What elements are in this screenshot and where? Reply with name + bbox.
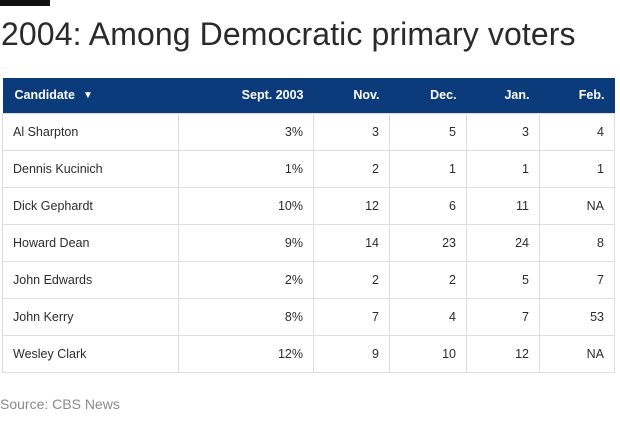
candidate-name-cell: John Edwards <box>2 260 179 299</box>
value-cell: 3 <box>313 112 390 151</box>
candidate-name-cell: John Kerry <box>2 297 179 336</box>
value-cell: 4 <box>389 297 467 336</box>
column-header-sept-2003[interactable]: Sept. 2003 <box>241 88 304 103</box>
value-cell: 10 <box>389 334 467 373</box>
value-cell: 7 <box>313 297 390 336</box>
value-cell: 5 <box>389 112 467 151</box>
table-header-row: Candidate ▼ Sept. 2003 Nov. Dec. Jan. Feb… <box>2 78 615 113</box>
value-cell: NA <box>539 334 615 373</box>
value-cell: 8 <box>539 223 615 262</box>
value-cell: 10% <box>178 186 314 225</box>
value-cell: 2% <box>178 260 314 299</box>
top-accent-bar <box>0 0 50 6</box>
candidate-name-cell: Wesley Clark <box>2 334 179 373</box>
source-note: Source: CBS News <box>0 396 120 412</box>
column-header-feb[interactable]: Feb. <box>578 88 605 103</box>
table-row: Al Sharpton 3% 3 5 3 4 <box>2 112 615 151</box>
value-cell: 5 <box>466 260 540 299</box>
value-cell: 4 <box>539 112 615 151</box>
value-cell: 2 <box>313 149 390 188</box>
value-cell: 12% <box>178 334 314 373</box>
sort-down-icon[interactable]: ▼ <box>82 90 93 102</box>
value-cell: 3 <box>466 112 540 151</box>
candidate-name-cell: Dick Gephardt <box>2 186 179 225</box>
table-row: Wesley Clark 12% 9 10 12 NA <box>2 334 615 373</box>
value-cell: 1 <box>389 149 467 188</box>
value-cell: 3% <box>178 112 314 151</box>
column-header-jan[interactable]: Jan. <box>504 88 530 103</box>
data-table: Candidate ▼ Sept. 2003 Nov. Dec. Jan. Feb… <box>2 78 615 373</box>
value-cell: 9 <box>313 334 390 373</box>
value-cell: 2 <box>389 260 467 299</box>
value-cell: 12 <box>466 334 540 373</box>
value-cell: 6 <box>389 186 467 225</box>
candidate-name-cell: Howard Dean <box>2 223 179 262</box>
value-cell: 24 <box>466 223 540 262</box>
table-row: Dick Gephardt 10% 12 6 11 NA <box>2 186 615 225</box>
value-cell: NA <box>539 186 615 225</box>
value-cell: 7 <box>539 260 615 299</box>
value-cell: 53 <box>539 297 615 336</box>
value-cell: 7 <box>466 297 540 336</box>
table-body: Al Sharpton 3% 3 5 3 4 Dennis Kucinich 1% 2 1 1 1 Di… <box>2 112 615 373</box>
column-header-dec[interactable]: Dec. <box>430 88 457 103</box>
column-header-nov[interactable]: Nov. <box>353 88 380 103</box>
value-cell: 23 <box>389 223 467 262</box>
value-cell: 9% <box>178 223 314 262</box>
table-row: John Kerry 8% 7 4 7 53 <box>2 297 615 336</box>
table-row: Howard Dean 9% 14 23 24 8 <box>2 223 615 262</box>
table-row: John Edwards 2% 2 2 5 7 <box>2 260 615 299</box>
page-title: 2004: Among Democratic primary voters <box>1 16 576 52</box>
value-cell: 1 <box>539 149 615 188</box>
value-cell: 14 <box>313 223 390 262</box>
value-cell: 11 <box>466 186 540 225</box>
candidate-name-cell: Dennis Kucinich <box>2 149 179 188</box>
value-cell: 12 <box>313 186 390 225</box>
table-row: Dennis Kucinich 1% 2 1 1 1 <box>2 149 615 188</box>
value-cell: 2 <box>313 260 390 299</box>
column-header-candidate[interactable]: Candidate ▼ <box>3 78 179 113</box>
value-cell: 1 <box>466 149 540 188</box>
column-header-label: Candidate <box>14 88 75 103</box>
value-cell: 8% <box>178 297 314 336</box>
candidate-name-cell: Al Sharpton <box>2 112 179 151</box>
value-cell: 1% <box>178 149 314 188</box>
